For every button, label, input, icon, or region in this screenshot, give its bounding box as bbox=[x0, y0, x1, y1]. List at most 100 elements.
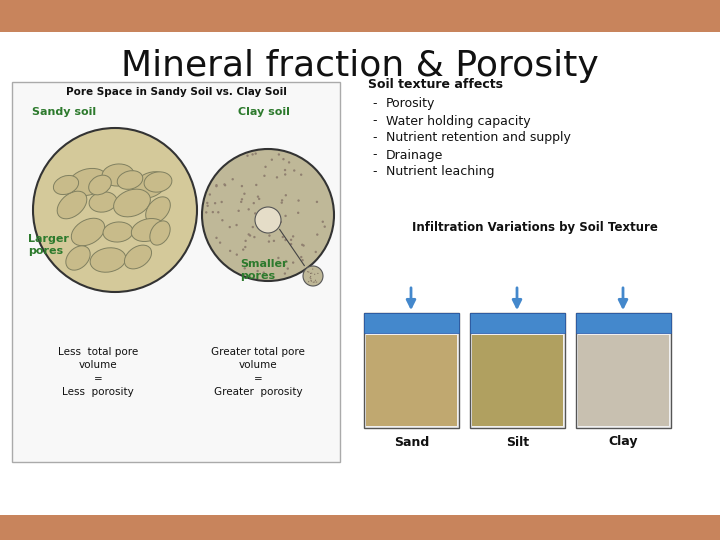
Circle shape bbox=[254, 152, 257, 155]
Circle shape bbox=[284, 173, 287, 176]
Circle shape bbox=[269, 234, 271, 237]
Circle shape bbox=[33, 128, 197, 292]
Circle shape bbox=[221, 219, 224, 221]
Circle shape bbox=[287, 267, 289, 270]
Circle shape bbox=[308, 272, 310, 273]
Circle shape bbox=[312, 281, 314, 283]
Text: Water holding capacity: Water holding capacity bbox=[386, 114, 531, 127]
Circle shape bbox=[311, 273, 312, 274]
Circle shape bbox=[316, 201, 318, 203]
Circle shape bbox=[283, 264, 286, 266]
Circle shape bbox=[258, 198, 261, 200]
Text: Nutrient retention and supply: Nutrient retention and supply bbox=[386, 132, 571, 145]
Ellipse shape bbox=[66, 246, 90, 270]
Circle shape bbox=[302, 244, 305, 247]
Circle shape bbox=[244, 246, 246, 248]
Bar bbox=[470, 313, 565, 428]
Circle shape bbox=[264, 166, 266, 168]
Text: Clay: Clay bbox=[608, 435, 638, 449]
Bar bbox=[576, 313, 671, 428]
Bar bbox=[0, 0, 720, 32]
Circle shape bbox=[323, 226, 326, 228]
Circle shape bbox=[310, 276, 311, 277]
Circle shape bbox=[322, 220, 324, 223]
FancyBboxPatch shape bbox=[12, 82, 340, 462]
Ellipse shape bbox=[103, 222, 133, 242]
Circle shape bbox=[282, 158, 284, 160]
Text: Soil texture affects: Soil texture affects bbox=[368, 78, 503, 91]
Circle shape bbox=[284, 272, 286, 275]
Circle shape bbox=[290, 239, 292, 241]
Circle shape bbox=[255, 184, 258, 186]
Circle shape bbox=[219, 241, 221, 244]
Circle shape bbox=[244, 240, 247, 242]
Text: Drainage: Drainage bbox=[386, 148, 444, 161]
Text: Porosity: Porosity bbox=[386, 98, 436, 111]
Circle shape bbox=[315, 280, 316, 281]
Text: Larger
pores: Larger pores bbox=[28, 234, 69, 256]
Circle shape bbox=[229, 249, 231, 252]
Circle shape bbox=[284, 194, 287, 197]
Circle shape bbox=[207, 205, 209, 207]
Circle shape bbox=[264, 174, 266, 177]
Circle shape bbox=[307, 271, 308, 272]
Ellipse shape bbox=[102, 164, 134, 186]
Circle shape bbox=[300, 173, 302, 176]
Circle shape bbox=[279, 221, 282, 223]
Circle shape bbox=[303, 266, 323, 286]
Circle shape bbox=[278, 153, 280, 156]
Circle shape bbox=[297, 199, 300, 202]
Text: Infiltration Variations by Soil Texture: Infiltration Variations by Soil Texture bbox=[412, 221, 658, 234]
Circle shape bbox=[316, 281, 318, 282]
Circle shape bbox=[246, 154, 248, 157]
Text: -: - bbox=[372, 98, 377, 111]
Circle shape bbox=[284, 169, 287, 171]
Circle shape bbox=[288, 161, 290, 164]
Circle shape bbox=[316, 233, 318, 236]
Circle shape bbox=[253, 236, 256, 238]
Text: Clay soil: Clay soil bbox=[238, 107, 290, 117]
Ellipse shape bbox=[133, 172, 167, 198]
Circle shape bbox=[235, 253, 238, 256]
Ellipse shape bbox=[114, 189, 150, 217]
Circle shape bbox=[251, 226, 254, 228]
Circle shape bbox=[300, 256, 302, 258]
Circle shape bbox=[310, 273, 311, 274]
Circle shape bbox=[255, 207, 281, 233]
Circle shape bbox=[310, 277, 311, 278]
Circle shape bbox=[212, 211, 214, 213]
Ellipse shape bbox=[68, 168, 107, 195]
Ellipse shape bbox=[150, 221, 170, 245]
Circle shape bbox=[268, 240, 270, 243]
Text: Nutrient leaching: Nutrient leaching bbox=[386, 165, 495, 179]
Text: Illustrations adapted from: http://wegc203116.uni-graz.at/meted/hydro/basic/Runo: Illustrations adapted from: http://wegc2… bbox=[109, 525, 611, 531]
Circle shape bbox=[209, 193, 211, 195]
Circle shape bbox=[248, 208, 250, 211]
Circle shape bbox=[292, 261, 294, 264]
Circle shape bbox=[256, 270, 258, 272]
Circle shape bbox=[251, 153, 254, 156]
Bar bbox=[0, 515, 720, 540]
Circle shape bbox=[254, 212, 256, 214]
Circle shape bbox=[310, 280, 312, 281]
Ellipse shape bbox=[145, 197, 171, 223]
Circle shape bbox=[220, 201, 223, 203]
Circle shape bbox=[238, 210, 240, 212]
Circle shape bbox=[215, 237, 217, 239]
Text: -: - bbox=[372, 148, 377, 161]
Circle shape bbox=[314, 281, 315, 282]
Circle shape bbox=[217, 211, 220, 213]
Text: Sandy soil: Sandy soil bbox=[32, 107, 96, 117]
Circle shape bbox=[281, 199, 283, 201]
Circle shape bbox=[228, 226, 231, 228]
Circle shape bbox=[314, 274, 315, 275]
Circle shape bbox=[224, 184, 226, 186]
Circle shape bbox=[292, 235, 294, 238]
Bar bbox=[364, 313, 459, 333]
Circle shape bbox=[271, 159, 273, 161]
Circle shape bbox=[240, 185, 243, 187]
Ellipse shape bbox=[131, 219, 165, 241]
Bar bbox=[470, 313, 565, 333]
Circle shape bbox=[315, 251, 317, 253]
Circle shape bbox=[311, 280, 312, 282]
